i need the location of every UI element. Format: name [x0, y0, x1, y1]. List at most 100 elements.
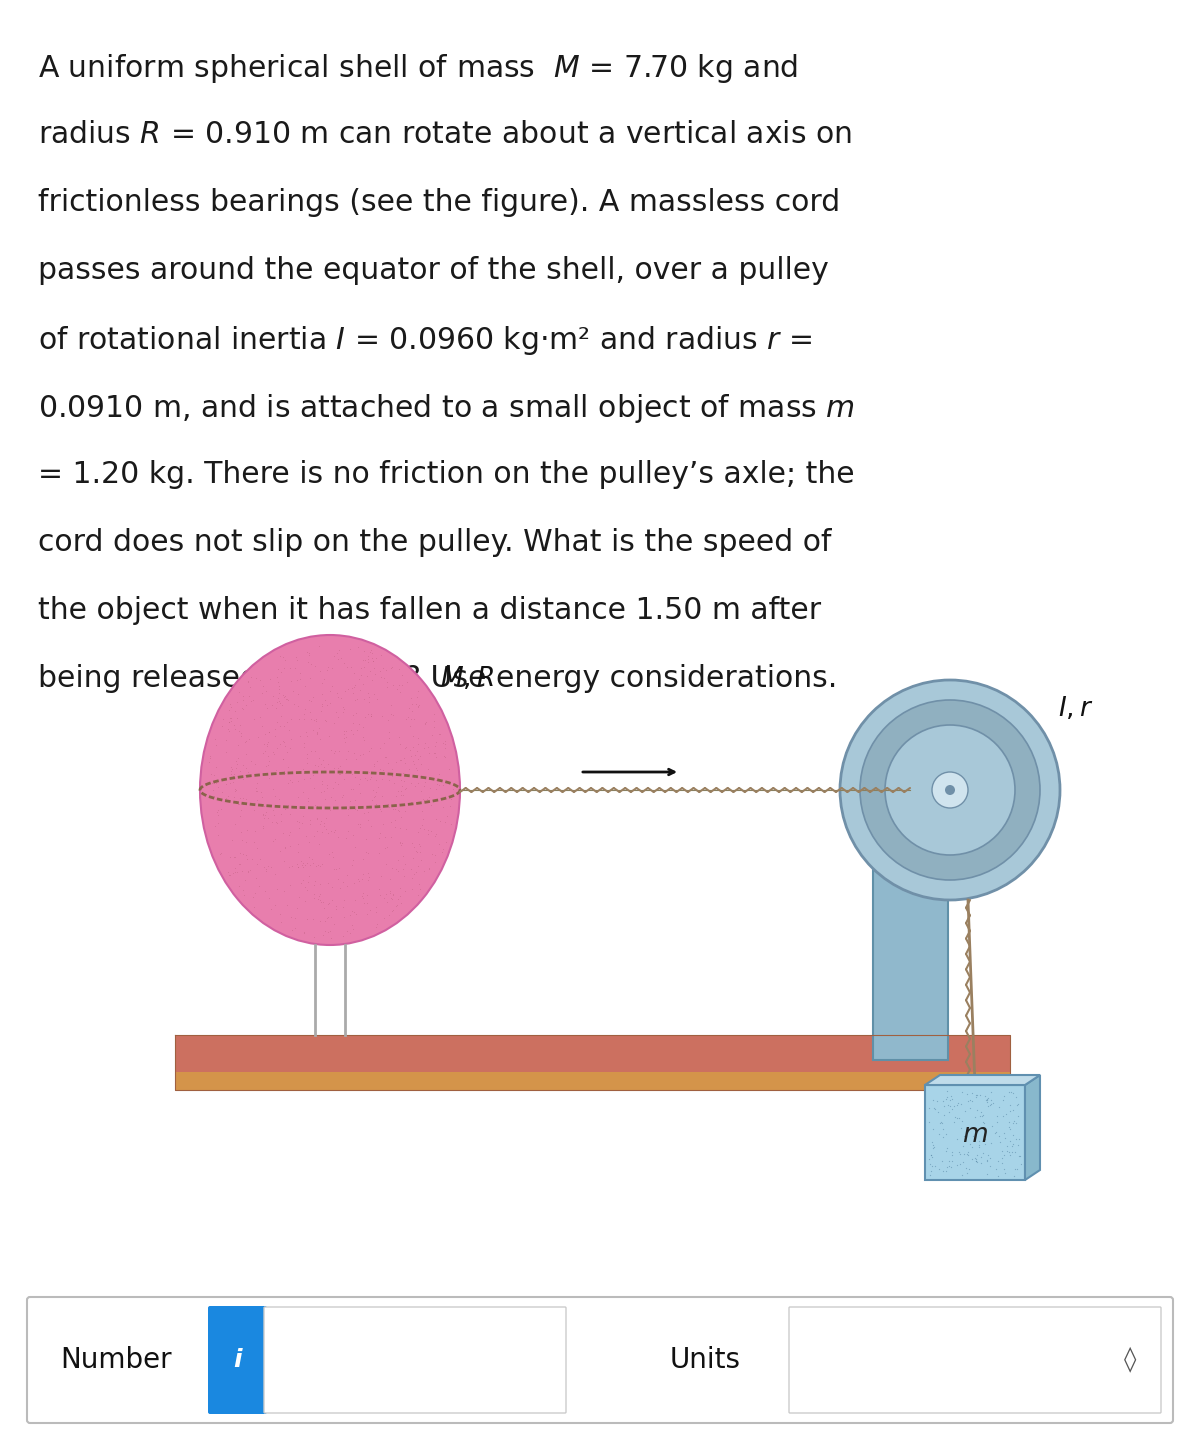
Point	[982, 1092, 1001, 1115]
Point	[416, 710, 436, 733]
Point	[371, 800, 390, 823]
Point	[420, 785, 439, 808]
Point	[229, 793, 248, 816]
Point	[268, 710, 287, 733]
Point	[312, 808, 331, 831]
Point	[275, 836, 294, 859]
Point	[340, 904, 359, 927]
Point	[373, 705, 392, 728]
Point	[366, 793, 385, 816]
Point	[271, 902, 290, 925]
Point	[290, 725, 310, 748]
Point	[265, 893, 284, 916]
Point	[962, 1136, 982, 1159]
Point	[348, 719, 367, 742]
Point	[366, 895, 385, 918]
Point	[304, 852, 323, 875]
Point	[955, 1099, 974, 1123]
Point	[274, 748, 293, 771]
Point	[268, 690, 287, 713]
Point	[272, 748, 292, 771]
Point	[348, 867, 367, 891]
Point	[343, 918, 362, 941]
Point	[320, 679, 340, 702]
Point	[404, 765, 424, 788]
Point	[931, 1110, 950, 1133]
Point	[216, 788, 235, 811]
Point	[350, 679, 370, 702]
Point	[396, 736, 415, 759]
Point	[433, 795, 452, 818]
Point	[390, 680, 409, 703]
Point	[934, 1160, 953, 1183]
Point	[245, 831, 264, 855]
Point	[962, 1089, 982, 1112]
Point	[977, 1148, 996, 1172]
Point	[252, 785, 271, 808]
Point	[264, 803, 283, 826]
Point	[312, 672, 331, 695]
Point	[294, 856, 313, 879]
Point	[985, 1121, 1004, 1144]
Point	[271, 692, 290, 715]
Point	[403, 847, 422, 870]
Point	[973, 1111, 992, 1134]
Point	[206, 755, 226, 778]
Point	[358, 902, 377, 925]
Point	[281, 820, 300, 843]
Point	[996, 1127, 1015, 1150]
Point	[390, 762, 409, 785]
Point	[247, 837, 266, 860]
Point	[346, 689, 365, 712]
Point	[312, 853, 331, 876]
Point	[396, 777, 415, 800]
Point	[298, 640, 317, 663]
Point	[258, 697, 277, 720]
Point	[330, 876, 349, 899]
Point	[366, 901, 385, 924]
Point	[306, 708, 325, 731]
Point	[1009, 1128, 1028, 1151]
Point	[383, 883, 402, 906]
Point	[346, 889, 365, 912]
Point	[373, 657, 392, 680]
Point	[391, 892, 410, 915]
Point	[329, 706, 348, 729]
Point	[257, 679, 276, 702]
Point	[275, 759, 294, 782]
Point	[989, 1150, 1008, 1173]
Point	[262, 811, 281, 834]
Point	[974, 1112, 994, 1136]
Point	[299, 790, 318, 813]
Point	[278, 757, 298, 780]
Point	[298, 746, 317, 769]
Point	[216, 728, 235, 751]
Point	[308, 723, 328, 746]
Point	[408, 772, 427, 795]
Point	[220, 699, 239, 722]
Point	[212, 715, 232, 738]
Point	[362, 669, 382, 692]
Point	[331, 646, 350, 669]
Point	[259, 749, 278, 772]
Point	[390, 876, 409, 899]
Point	[246, 667, 265, 690]
Point	[404, 862, 424, 885]
Point	[265, 863, 284, 886]
Point	[379, 795, 398, 818]
Point	[980, 1154, 1000, 1177]
Point	[281, 768, 300, 791]
Point	[265, 725, 284, 748]
Point	[1009, 1144, 1028, 1167]
Point	[294, 732, 313, 755]
Point	[239, 859, 258, 882]
Point	[238, 818, 257, 842]
Point	[1003, 1133, 1022, 1156]
Point	[329, 757, 348, 780]
Text: passes around the equator of the shell, over a pulley: passes around the equator of the shell, …	[38, 256, 829, 285]
Point	[280, 856, 299, 879]
Point	[271, 911, 290, 934]
Point	[250, 847, 269, 870]
Point	[318, 774, 337, 797]
Point	[358, 892, 377, 915]
